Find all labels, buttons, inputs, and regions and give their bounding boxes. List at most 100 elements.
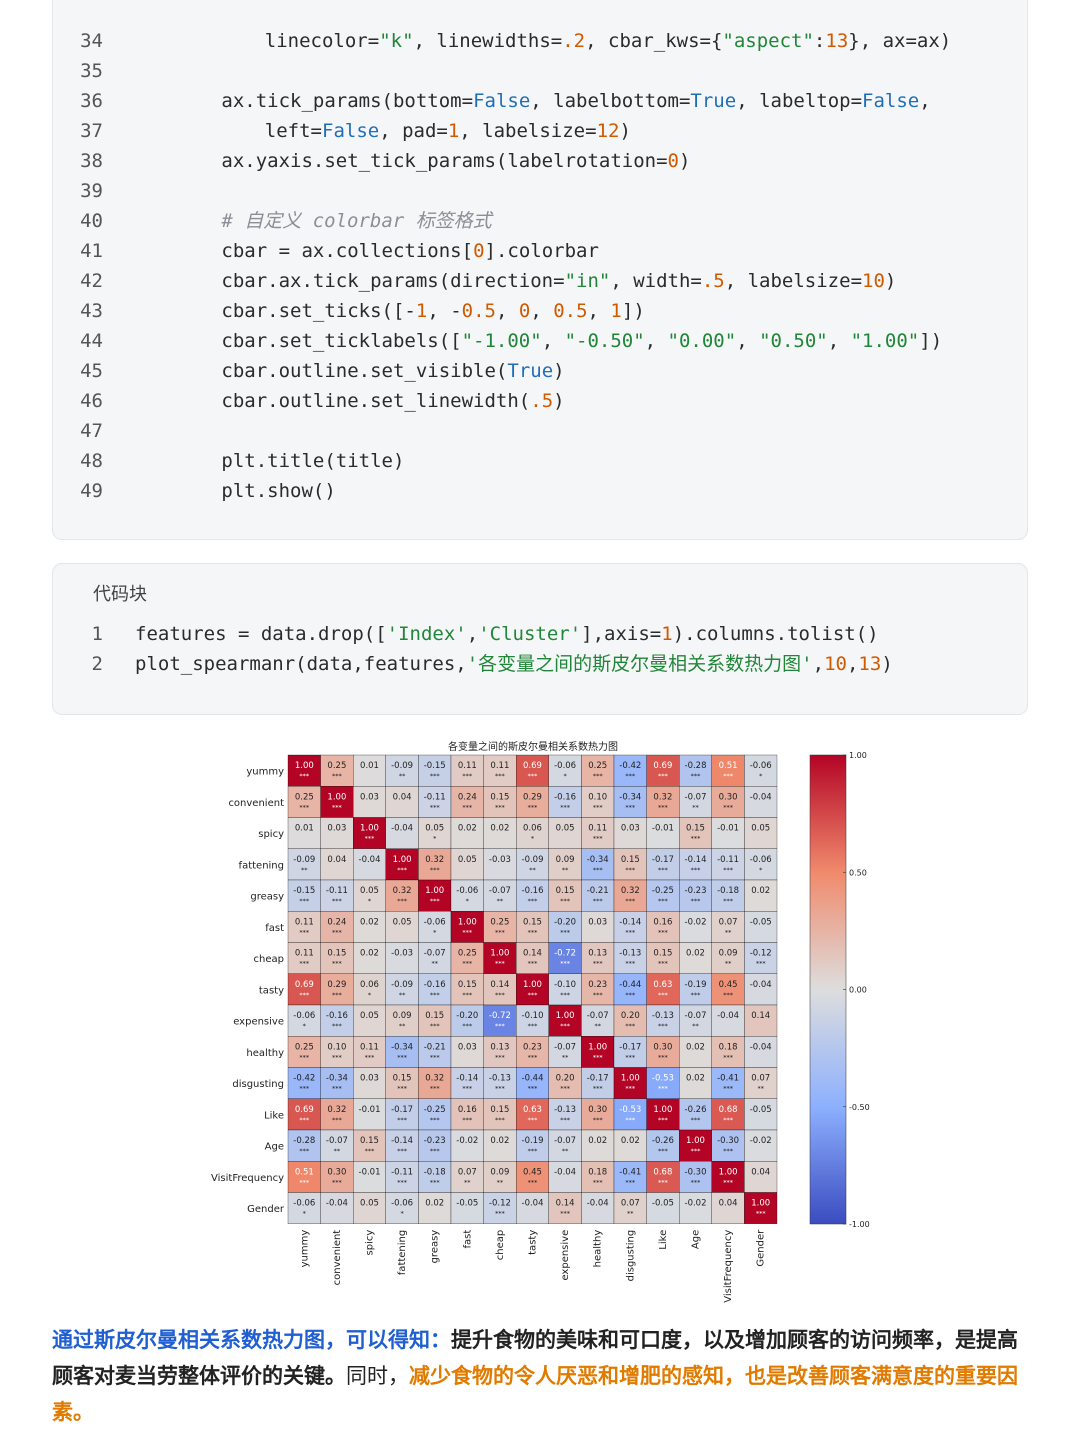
code-line: 2 plot_spearmanr(data,features,'各变量之间的斯皮尔…	[53, 649, 1027, 679]
code-token: .2	[562, 30, 586, 52]
cell-value-label: 0.23	[523, 1042, 542, 1052]
significance-stars: ***	[462, 928, 473, 936]
significance-stars: **	[725, 960, 732, 968]
cell-value-label: -0.02	[456, 1136, 478, 1146]
heatmap-cell	[613, 754, 647, 787]
heatmap-cell	[287, 817, 321, 849]
code-line: 41 cbar = ax.collections[0].colorbar	[53, 236, 1027, 266]
line-number: 42	[80, 270, 103, 292]
cell-value-label: -0.06	[424, 917, 446, 927]
significance-stars: ***	[625, 1116, 636, 1124]
heatmap-cell	[483, 786, 517, 818]
heatmap-cell	[287, 848, 321, 881]
cell-value-label: -0.18	[717, 886, 739, 896]
cell-value-label: -0.41	[619, 1167, 641, 1177]
cell-value-label: 0.05	[425, 824, 444, 834]
significance-stars: ***	[528, 803, 539, 811]
cell-value-label: 0.14	[751, 1011, 770, 1021]
code-token: 1	[415, 300, 428, 322]
code-token: plot_spearmanr(data,features,	[135, 653, 467, 675]
heatmap-cell	[385, 786, 419, 818]
code-token: False	[322, 120, 380, 142]
significance-stars: ***	[528, 1178, 539, 1186]
cell-value-label: 0.05	[751, 824, 770, 834]
summary-paragraph: 通过斯皮尔曼相关系数热力图，可以得知：提升食物的美味和可口度，以及增加顾客的访问…	[52, 1322, 1028, 1430]
significance-stars: *	[303, 1210, 307, 1218]
cell-value-label: 0.20	[621, 1011, 640, 1021]
significance-stars: ***	[495, 1022, 506, 1030]
code-token: features = data.drop([	[135, 623, 387, 645]
significance-stars: ***	[299, 1116, 310, 1124]
cell-value-label: -0.42	[619, 761, 641, 771]
heatmap-cell	[548, 1036, 582, 1068]
heatmap-cell	[613, 879, 647, 912]
cell-value-label: 0.02	[490, 824, 509, 834]
cell-value-label: -0.13	[489, 1074, 511, 1084]
heatmap-cell	[646, 754, 680, 787]
code-token: 'Cluster'	[478, 623, 582, 645]
cell-value-label: -0.10	[522, 1011, 544, 1021]
code-token: ,	[812, 653, 825, 675]
heatmap-cell	[711, 786, 745, 818]
cell-value-label: 0.68	[719, 1105, 738, 1115]
significance-stars: ***	[430, 897, 441, 905]
heatmap-cell	[320, 1192, 354, 1224]
heatmap-cell	[418, 1004, 452, 1037]
cell-value-label: 0.05	[360, 1011, 379, 1021]
cell-value-label: 0.09	[719, 949, 738, 959]
code-text: cbar.outline.set_visible(True)	[221, 356, 564, 386]
cell-value-label: -0.04	[717, 1011, 739, 1021]
significance-stars: ***	[495, 1210, 506, 1218]
significance-stars: ***	[332, 1116, 343, 1124]
cell-value-label: -0.06	[750, 761, 772, 771]
cell-value-label: -0.07	[489, 886, 511, 896]
heatmap-cell	[320, 1098, 354, 1131]
cell-value-label: -0.05	[750, 917, 772, 927]
x-tick-label: greasy	[430, 1230, 441, 1264]
significance-stars: ***	[723, 803, 734, 811]
code-text: cbar.set_ticks([-1, -0.5, 0, 0.5, 1])	[221, 296, 644, 326]
significance-stars: **	[692, 803, 699, 811]
cell-value-label: 1.00	[556, 1011, 575, 1021]
code-token: )	[553, 360, 565, 382]
line-number: 43	[80, 300, 103, 322]
cell-value-label: -0.06	[391, 1199, 413, 1209]
cell-value-label: 0.05	[360, 1199, 379, 1209]
significance-stars: ***	[430, 803, 441, 811]
code-token: ax.yaxis.set_tick_params(labelrotation=	[221, 150, 668, 172]
heatmap-cell	[320, 817, 354, 849]
heatmap-cell	[581, 911, 615, 943]
x-tick-label: fast	[462, 1230, 473, 1249]
cell-value-label: 0.02	[686, 949, 705, 959]
code-token: ,	[587, 300, 611, 322]
heatmap-cell	[679, 1161, 712, 1193]
heatmap-cell	[744, 911, 778, 943]
code-token: ].colorbar	[484, 240, 599, 262]
code-token: , labelsize=	[724, 270, 863, 292]
significance-stars: ***	[495, 803, 506, 811]
significance-stars: ***	[723, 772, 734, 780]
cell-value-label: -0.07	[685, 1011, 707, 1021]
cell-value-label: 0.13	[490, 1042, 509, 1052]
significance-stars: *	[531, 835, 535, 843]
line-number: 49	[80, 480, 103, 502]
heatmap-cell	[320, 942, 354, 974]
cell-value-label: 0.03	[360, 1074, 379, 1084]
heatmap-cell	[679, 942, 712, 974]
significance-stars: *	[759, 772, 763, 780]
cell-value-label: 0.30	[327, 1167, 346, 1177]
heatmap-cell	[613, 911, 647, 943]
significance-stars: ***	[625, 1085, 636, 1093]
heatmap-cell	[353, 942, 386, 974]
significance-stars: **	[334, 1147, 341, 1155]
code-token: , linewidths=	[413, 30, 563, 52]
line-number: 35	[80, 60, 103, 82]
cell-value-label: -0.07	[685, 792, 707, 802]
heatmap-cell	[646, 1161, 680, 1193]
heatmap-cell	[679, 1129, 712, 1162]
code-token: ,	[644, 330, 668, 352]
x-tick-label: yummy	[299, 1230, 310, 1268]
significance-stars: **	[562, 1053, 569, 1061]
cell-value-label: 0.11	[458, 761, 477, 771]
line-number: 46	[80, 390, 103, 412]
